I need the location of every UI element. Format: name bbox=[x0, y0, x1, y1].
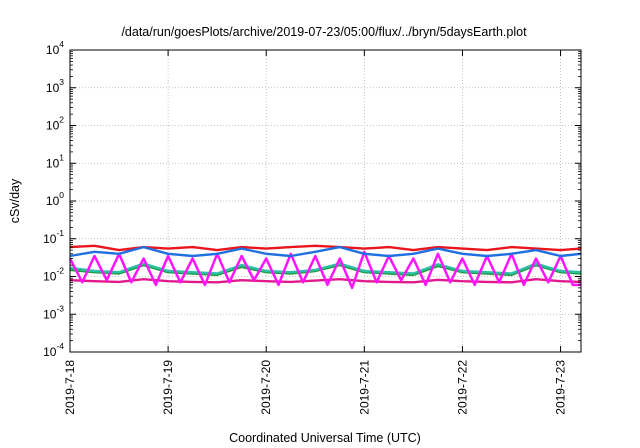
y-tick-label: 10-3 bbox=[43, 303, 64, 321]
x-tick-label: 2019-7-20 bbox=[259, 360, 273, 415]
y-tick-label: 101 bbox=[46, 152, 64, 170]
series-line-2 bbox=[69, 263, 582, 277]
y-tick-label: 102 bbox=[46, 115, 64, 133]
y-axis-label: cSv/day bbox=[8, 178, 22, 223]
chart-title: /data/run/goesPlots/archive/2019-07-23/0… bbox=[121, 25, 527, 39]
x-tick-label: 2019-7-18 bbox=[63, 360, 77, 415]
y-tick-label: 10-1 bbox=[43, 228, 64, 246]
x-axis-label: Coordinated Universal Time (UTC) bbox=[229, 431, 421, 445]
grid-layer bbox=[70, 50, 581, 352]
series-line-5 bbox=[68, 250, 581, 290]
series-line-6 bbox=[69, 245, 582, 258]
x-tick-label: 2019-7-19 bbox=[161, 360, 175, 415]
y-tick-label: 100 bbox=[46, 190, 64, 208]
x-axis-ticks: 2019-7-18 2019-7-19 2019-7-20 2019-7-21 2019… bbox=[63, 50, 568, 415]
x-tick-label: 2019-7-21 bbox=[357, 360, 371, 415]
x-tick-label: 2019-7-23 bbox=[554, 360, 568, 415]
y-axis-ticks: 10-4 10-3 10-2 10-1 100 101 102 103 104 bbox=[43, 39, 581, 359]
series-line-3 bbox=[69, 262, 582, 275]
x-tick-label: 2019-7-22 bbox=[455, 360, 469, 415]
y-tick-label: 103 bbox=[46, 77, 64, 95]
y-tick-label: 10-4 bbox=[43, 341, 64, 359]
y-tick-label: 104 bbox=[46, 39, 64, 57]
y-tick-label: 10-2 bbox=[43, 266, 64, 284]
series-layer bbox=[68, 244, 582, 290]
series-line-1 bbox=[69, 244, 582, 252]
